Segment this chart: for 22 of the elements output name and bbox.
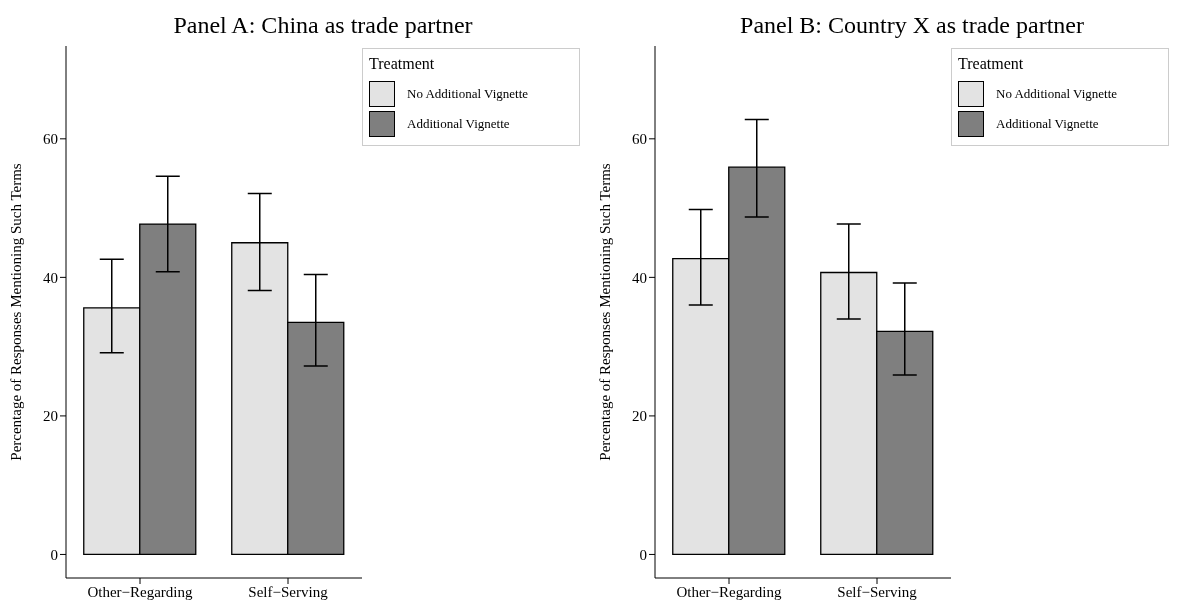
y-tick-label: 60 bbox=[43, 131, 58, 148]
x-tick-label: Other−Regarding bbox=[87, 583, 194, 600]
y-tick-label: 0 bbox=[50, 546, 58, 563]
chart-title: Panel A: China as trade partner bbox=[172, 11, 474, 40]
legend-label: Additional Vignette bbox=[996, 116, 1099, 132]
x-tick-label: Other−Regarding bbox=[676, 583, 783, 600]
legend-title: Treatment bbox=[369, 55, 436, 73]
y-axis-title: Percentage of Responses Mentioning Such Terms bbox=[8, 163, 25, 461]
y-tick-label: 60 bbox=[632, 131, 647, 148]
x-tick-label: Self−Serving bbox=[248, 583, 329, 600]
x-tick-label: Self−Serving bbox=[837, 583, 918, 600]
legend-label: No Additional Vignette bbox=[996, 86, 1118, 102]
y-tick-label: 40 bbox=[43, 269, 58, 286]
y-tick-label: 20 bbox=[632, 408, 647, 425]
y-axis-title: Percentage of Responses Mentioning Such Terms bbox=[597, 163, 614, 461]
y-tick-label: 20 bbox=[43, 408, 58, 425]
legend-title: Treatment bbox=[958, 55, 1025, 73]
legend-label: Additional Vignette bbox=[407, 116, 510, 132]
legend-label: No Additional Vignette bbox=[407, 86, 529, 102]
chart-title: Panel B: Country X as trade partner bbox=[739, 11, 1085, 40]
y-tick-label: 40 bbox=[632, 269, 647, 286]
y-tick-label: 0 bbox=[639, 546, 647, 563]
